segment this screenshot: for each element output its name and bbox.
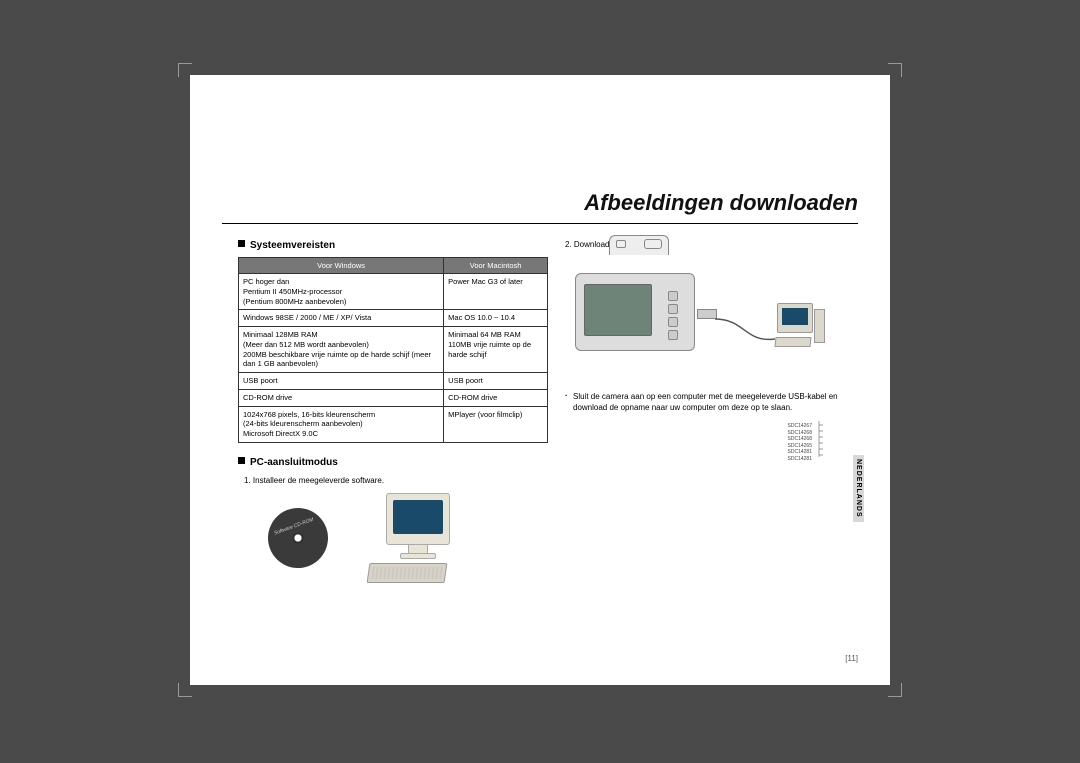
step-1: 1. Installeer de meegeleverde software. bbox=[244, 476, 548, 485]
table-cell: CD-ROM drive bbox=[239, 389, 444, 406]
file-list: SDC14267 SDC14268 SDC14268 SDC14265 SDC1… bbox=[788, 423, 812, 462]
table-cell: Mac OS 10.0 ~ 10.4 bbox=[444, 310, 548, 327]
cd-label: Software CD-ROM bbox=[273, 517, 314, 537]
table-cell: Windows 98SE / 2000 / ME / XP/ Vista bbox=[239, 310, 444, 327]
list-item: SDC14281 bbox=[788, 449, 812, 456]
page-title: Afbeeldingen downloaden bbox=[584, 190, 858, 216]
language-label: NEDERLANDS bbox=[853, 455, 864, 522]
list-item: SDC14281 bbox=[788, 456, 812, 463]
list-item: SDC14268 bbox=[788, 436, 812, 443]
page: Afbeeldingen downloaden Systeemvereisten… bbox=[190, 75, 890, 685]
heading-pcmodus: PC-aansluitmodus bbox=[238, 457, 548, 468]
table-cell: PC hoger danPentium II 450MHz-processor(… bbox=[239, 274, 444, 310]
left-column: Systeemvereisten Voor Windows Voor Macin… bbox=[238, 240, 548, 583]
table-cell: USB poort bbox=[444, 373, 548, 390]
title-rule bbox=[222, 223, 858, 224]
table-cell: Minimaal 128MB RAM(Meer dan 512 MB wordt… bbox=[239, 327, 444, 373]
crop-mark bbox=[888, 683, 902, 697]
folder-tree-icon bbox=[814, 421, 824, 461]
camera-diagram bbox=[575, 255, 835, 385]
page-number: [11] bbox=[845, 654, 858, 663]
right-column: 2. Download de opnamen Sluit de camera a… bbox=[565, 240, 865, 413]
crop-mark bbox=[178, 683, 192, 697]
requirements-table: Voor Windows Voor Macintosh PC hoger dan… bbox=[238, 257, 548, 443]
pc-icon bbox=[368, 493, 458, 583]
download-note: Sluit de camera aan op een computer met … bbox=[565, 391, 865, 413]
table-cell: USB poort bbox=[239, 373, 444, 390]
table-cell: MPlayer (voor filmclip) bbox=[444, 406, 548, 442]
table-cell: 1024x768 pixels, 16-bits kleurenscherm(2… bbox=[239, 406, 444, 442]
camera-icon bbox=[575, 273, 695, 351]
cd-icon: Software CD-ROM bbox=[260, 499, 337, 576]
heading-text: Systeemvereisten bbox=[250, 240, 335, 251]
table-cell: Power Mac G3 of later bbox=[444, 274, 548, 310]
pc-small-icon bbox=[775, 303, 825, 363]
th-windows: Voor Windows bbox=[239, 258, 444, 274]
th-mac: Voor Macintosh bbox=[444, 258, 548, 274]
heading-systeemvereisten: Systeemvereisten bbox=[238, 240, 548, 251]
camera-top-icon bbox=[609, 235, 669, 255]
usb-plug-icon bbox=[697, 309, 717, 319]
heading-text: PC-aansluitmodus bbox=[250, 457, 338, 468]
language-tab: NEDERLANDS bbox=[855, 455, 862, 522]
table-cell: Minimaal 64 MB RAM110MB vrije ruimte op … bbox=[444, 327, 548, 373]
list-item: SDC14267 bbox=[788, 423, 812, 430]
crop-mark bbox=[888, 63, 902, 77]
table-cell: CD-ROM drive bbox=[444, 389, 548, 406]
step1-images: Software CD-ROM bbox=[268, 493, 548, 583]
